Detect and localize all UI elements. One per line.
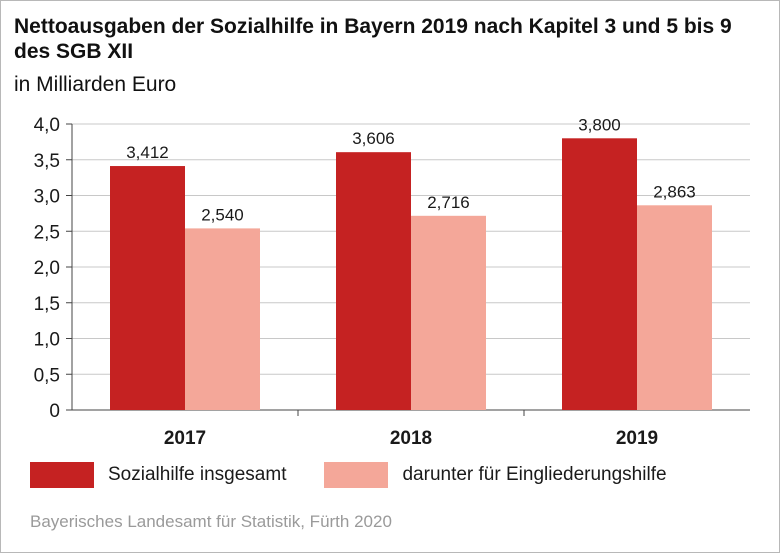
legend-swatch-eingliederungshilfe xyxy=(324,462,389,488)
x-tick-label: 2019 xyxy=(616,428,658,449)
bar-sozialhilfe-2019 xyxy=(562,138,637,411)
y-tick-label: 4,0 xyxy=(34,115,60,136)
source-note: Bayerisches Landesamt für Statistik, Für… xyxy=(30,512,392,531)
chart-title: Nettoausgaben der Sozialhilfe in Bayern … xyxy=(14,15,732,63)
y-tick-label: 3,0 xyxy=(34,187,60,208)
y-tick-label: 0 xyxy=(49,401,60,422)
bar-sozialhilfe-2018 xyxy=(336,152,411,410)
data-label: 2,863 xyxy=(653,182,696,201)
data-label: 3,412 xyxy=(126,143,169,162)
data-label: 3,800 xyxy=(578,115,621,134)
data-label: 2,716 xyxy=(427,193,470,212)
data-label: 3,606 xyxy=(352,129,395,148)
legend: Sozialhilfe insgesamt darunter für Eingl… xyxy=(30,460,705,490)
legend-swatch-sozialhilfe xyxy=(30,462,94,488)
legend-label-eingliederungshilfe: darunter für Eingliederungshilfe xyxy=(402,464,667,485)
bar-eingliederungshilfe-2019 xyxy=(637,205,712,410)
legend-label-sozialhilfe: Sozialhilfe insgesamt xyxy=(108,464,287,485)
y-tick-label: 1,0 xyxy=(34,330,60,351)
legend-item-eingliederungshilfe: darunter für Eingliederungshilfe xyxy=(324,462,667,488)
legend-item-sozialhilfe: Sozialhilfe insgesamt xyxy=(30,462,286,488)
y-tick-label: 2,0 xyxy=(34,258,60,279)
bar-sozialhilfe-2017 xyxy=(110,166,185,410)
x-tick-label: 2018 xyxy=(390,428,432,449)
y-tick-label: 1,5 xyxy=(34,294,60,315)
y-tick-label: 2,5 xyxy=(34,222,60,243)
data-label: 2,540 xyxy=(201,205,244,224)
x-tick-label: 2017 xyxy=(164,428,206,449)
y-tick-label: 0,5 xyxy=(34,365,60,386)
y-tick-label: 3,5 xyxy=(34,151,60,172)
chart-subtitle: in Milliarden Euro xyxy=(14,73,177,96)
bar-eingliederungshilfe-2017 xyxy=(185,228,260,410)
bar-eingliederungshilfe-2018 xyxy=(411,215,486,410)
